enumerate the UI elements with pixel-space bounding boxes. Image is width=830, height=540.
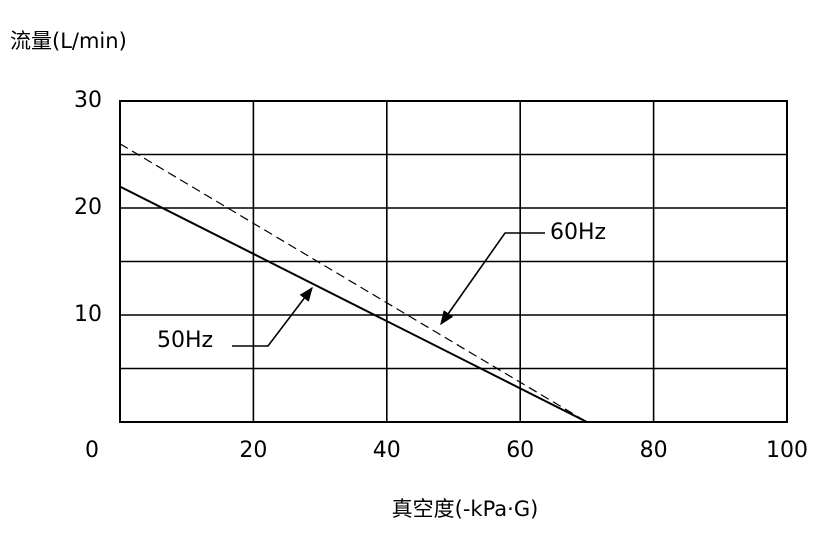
legend-label: 60Hz bbox=[550, 220, 606, 245]
x-tick-label: 0 bbox=[85, 438, 99, 463]
x-tick-label: 40 bbox=[373, 438, 401, 463]
y-tick-label: 10 bbox=[74, 302, 102, 327]
y-tick-label: 20 bbox=[74, 195, 102, 220]
x-axis-title: 真空度(-kPa·G) bbox=[392, 497, 539, 521]
callout-arrow bbox=[440, 232, 545, 326]
plot-frame bbox=[119, 100, 788, 423]
series-line bbox=[119, 185, 588, 423]
series-line bbox=[119, 143, 588, 423]
x-tick-label: 80 bbox=[640, 438, 668, 463]
x-tick-label: 60 bbox=[506, 438, 534, 463]
y-axis-title: 流量(L/min) bbox=[10, 29, 127, 53]
x-tick-label: 100 bbox=[766, 438, 808, 463]
x-tick-label: 20 bbox=[239, 438, 267, 463]
y-tick-label: 30 bbox=[74, 88, 102, 113]
legend-label: 50Hz bbox=[157, 328, 213, 353]
callout-arrow bbox=[232, 286, 313, 347]
